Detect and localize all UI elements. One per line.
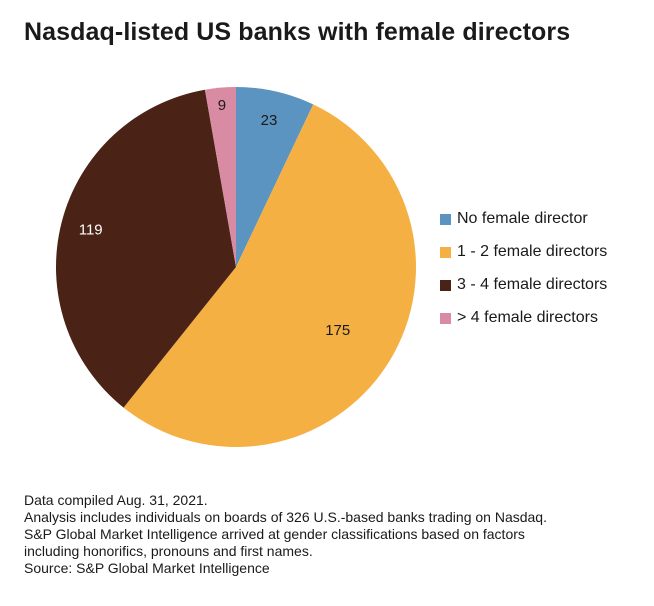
footnote-method-cont: including honorifics, pronouns and first… [24,543,313,559]
legend-swatch-1 [440,213,451,225]
footnote-date: Data compiled Aug. 31, 2021. [24,492,208,508]
chart-legend: No female director 1 - 2 female directors… [440,208,607,340]
pie-slice-label-3: 119 [79,221,103,238]
legend-label-4: > 4 female directors [457,309,598,326]
pie-slice-labels: 23 175 119 9 [79,97,351,339]
pie-slice-2 [123,104,417,447]
pie-slice-label-2: 175 [325,322,350,339]
legend-swatch-3 [440,279,451,291]
chart-title: Nasdaq-listed US banks with female direc… [24,18,571,46]
pie-slice-1 [236,87,314,267]
legend-item-3: 3 - 4 female directors [440,274,607,296]
pie-slices [55,87,417,447]
legend-swatch-2 [440,246,451,258]
footnote-analysis: Analysis includes individuals on boards … [24,509,547,525]
legend-label-1: No female director [457,210,588,227]
legend-item-2: 1 - 2 female directors [440,241,607,263]
pie-slice-label-4: 9 [218,97,226,114]
legend-label-3: 3 - 4 female directors [457,276,608,293]
footnote-method: S&P Global Market Intelligence arrived a… [24,526,525,542]
pie-slice-label-1: 23 [261,112,278,129]
chart-footnotes: Data compiled Aug. 31, 2021. Analysis in… [24,492,644,577]
pie-slice-3 [55,89,236,408]
pie-slice-4 [204,87,236,267]
legend-item-4: > 4 female directors [440,307,607,329]
legend-item-1: No female director [440,208,607,230]
legend-swatch-4 [440,312,451,324]
footnote-source: Source: S&P Global Market Intelligence [24,560,270,576]
legend-label-2: 1 - 2 female directors [457,243,608,260]
